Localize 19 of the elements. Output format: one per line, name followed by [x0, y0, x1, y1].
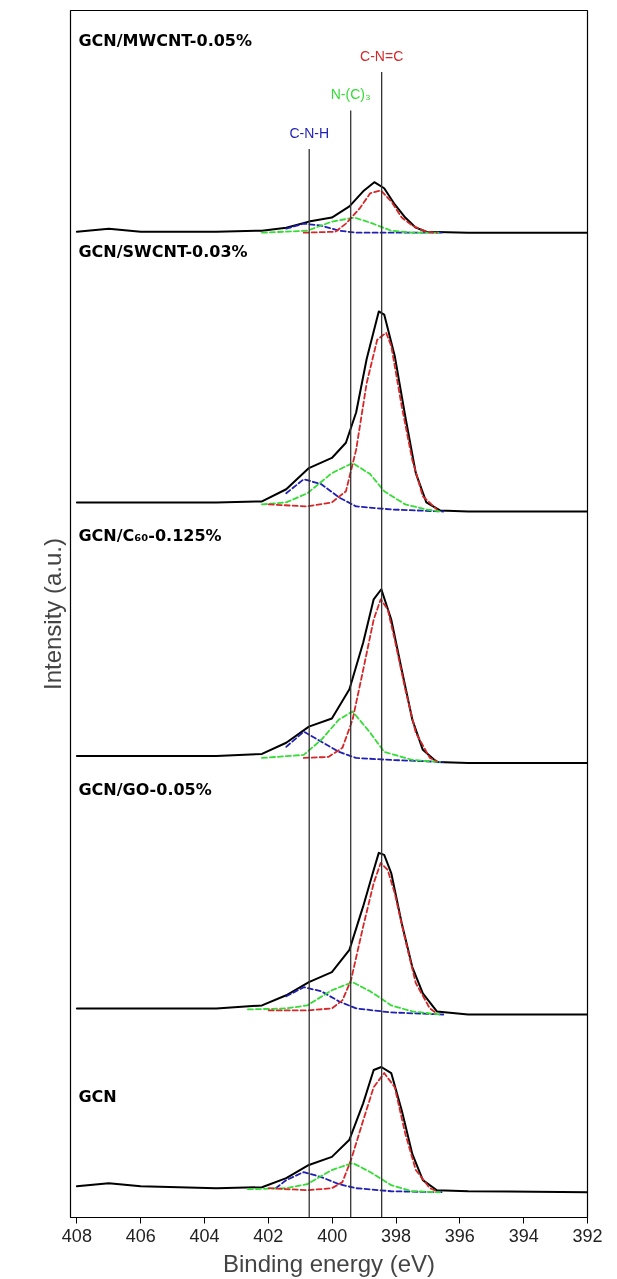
x-tick-label: 392 [572, 1225, 603, 1246]
x-tick-label: 402 [253, 1225, 284, 1246]
annotation: GCN/SWCNT-0.03% [78, 242, 248, 262]
ref-line-label: N-(C)₃ [330, 86, 371, 103]
x-tick-label: 396 [444, 1225, 475, 1246]
ref-line-label: C-N-H [289, 124, 330, 141]
x-tick-label: 394 [508, 1225, 539, 1246]
annotation: GCN/C₆₀-0.125% [78, 526, 222, 546]
x-tick-label: 408 [61, 1225, 92, 1246]
ref-line-label: C-N=C [360, 48, 404, 65]
y-axis-title: Intensity (a.u.) [38, 537, 66, 691]
annotation: GCN [78, 1087, 117, 1107]
x-tick-label: 398 [381, 1225, 412, 1246]
x-tick-label: 404 [189, 1225, 220, 1246]
annotation: GCN/GO-0.05% [78, 779, 212, 799]
x-tick-label: 406 [125, 1225, 156, 1246]
x-axis-title: Binding energy (eV) [222, 1249, 436, 1277]
text: GCN/MWCNT-0.05% [78, 31, 253, 51]
x-tick-label: 400 [317, 1225, 348, 1246]
